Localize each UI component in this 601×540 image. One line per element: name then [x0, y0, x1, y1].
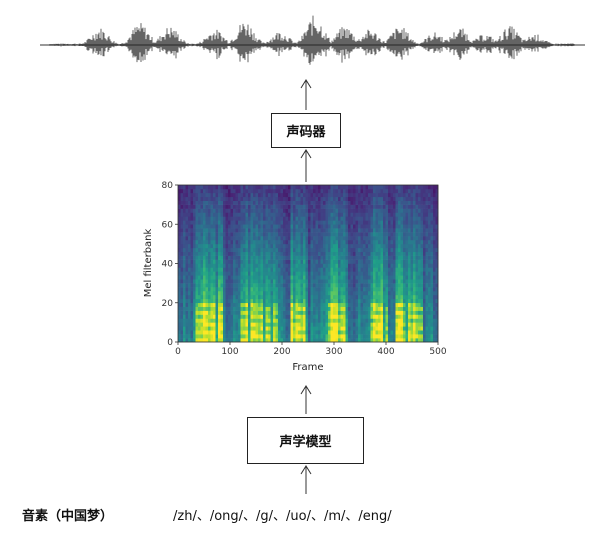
y-tick-label: 80 — [162, 181, 174, 191]
acoustic-model-label: 声学模型 — [279, 435, 332, 450]
arrow-head — [300, 79, 312, 89]
y-tick-label: 0 — [167, 338, 173, 348]
x-tick-label: 200 — [273, 347, 290, 357]
y-tick-label: 40 — [162, 260, 174, 270]
x-tick-label: 500 — [429, 347, 446, 357]
audio-waveform — [40, 15, 585, 65]
y-axis-label: Mel filterbank — [143, 228, 154, 297]
acoustic-model-box: 声学模型 — [247, 417, 364, 464]
x-axis-label: Frame — [292, 362, 323, 373]
phoneme-sequence: /zh/、/ong/、/g/、/uo/、/m/、/eng/ — [173, 509, 392, 524]
phoneme-title: 音素（中国梦） — [22, 509, 114, 524]
y-tick-label: 20 — [162, 299, 174, 309]
mel-spectrogram-chart: 0 100 200 300 400 500 0 20 40 60 80 Frame Mel filt… — [143, 181, 447, 373]
vocoder-box: 声码器 — [271, 113, 341, 148]
y-tick-label: 60 — [162, 220, 174, 230]
arrow-head — [300, 385, 312, 395]
spectrogram-heatmap — [178, 185, 439, 343]
vocoder-label: 声码器 — [286, 125, 326, 140]
x-tick-label: 0 — [175, 347, 181, 357]
x-tick-label: 100 — [221, 347, 238, 357]
arrow-head — [300, 465, 312, 475]
x-tick-label: 400 — [377, 347, 394, 357]
x-tick-label: 300 — [325, 347, 342, 357]
arrow-head — [300, 149, 312, 159]
